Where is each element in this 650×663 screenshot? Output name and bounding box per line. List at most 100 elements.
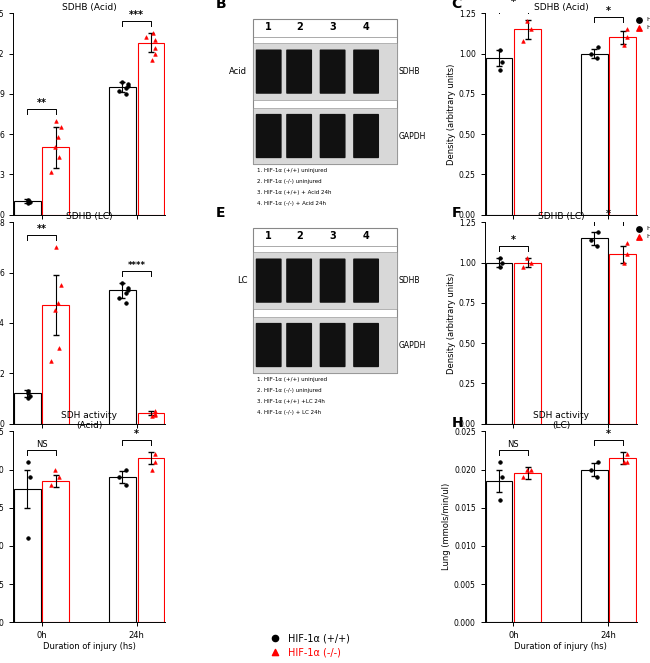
Point — [622, 249, 632, 260]
Text: ****: **** — [127, 261, 146, 270]
Text: NS: NS — [36, 440, 47, 450]
Point — [50, 464, 60, 475]
Text: *: * — [511, 0, 516, 7]
Point — [25, 391, 35, 401]
Point — [23, 388, 34, 398]
Title: SDHB (Acid): SDHB (Acid) — [534, 3, 588, 13]
Point — [497, 56, 507, 67]
X-axis label: Duration of injury (hs): Duration of injury (hs) — [514, 443, 607, 452]
X-axis label: Duration of injury (hs): Duration of injury (hs) — [43, 443, 136, 452]
Point — [622, 457, 632, 467]
Point — [114, 86, 125, 96]
Bar — [14, 393, 40, 424]
Point — [526, 24, 536, 34]
Point — [121, 287, 131, 298]
X-axis label: Duration of injury (hs): Duration of injury (hs) — [43, 642, 136, 651]
Legend: HIF-1α (+/+), HIF-1α (-/-): HIF-1α (+/+), HIF-1α (-/-) — [632, 225, 650, 240]
Text: SDHB: SDHB — [399, 67, 421, 76]
Point — [593, 42, 603, 52]
Point — [622, 238, 632, 249]
Point — [121, 83, 131, 93]
Point — [46, 166, 56, 177]
Point — [586, 48, 597, 59]
Legend: HIF-1α (+/+), HIF-1α (-/-): HIF-1α (+/+), HIF-1α (-/-) — [632, 17, 650, 31]
Point — [517, 35, 528, 46]
Point — [150, 48, 161, 59]
Text: 4. HIF-1α (-/-) + Acid 24h: 4. HIF-1α (-/-) + Acid 24h — [257, 202, 326, 206]
Point — [147, 411, 157, 422]
Bar — [514, 29, 541, 215]
Point — [122, 285, 133, 296]
Bar — [610, 37, 636, 215]
Point — [56, 280, 66, 290]
Point — [23, 385, 33, 396]
Text: 3: 3 — [330, 231, 336, 241]
Point — [526, 257, 536, 268]
Title: SDHB (LC): SDHB (LC) — [538, 212, 584, 221]
Text: 3: 3 — [330, 23, 336, 32]
Bar — [486, 58, 512, 215]
Bar — [610, 458, 636, 623]
Text: H: H — [451, 416, 463, 430]
Point — [150, 34, 160, 45]
Point — [23, 393, 33, 404]
Bar — [138, 458, 164, 623]
Text: 2: 2 — [296, 23, 302, 32]
Text: ***: *** — [129, 11, 144, 21]
Text: SDHB: SDHB — [399, 276, 421, 285]
Point — [150, 457, 161, 467]
FancyBboxPatch shape — [353, 50, 379, 93]
Point — [25, 472, 35, 483]
Y-axis label: Lung (mmols/min/ul): Lung (mmols/min/ul) — [442, 483, 451, 570]
Bar — [109, 290, 136, 424]
Text: 1: 1 — [265, 231, 272, 241]
Text: 1. HIF-1α (+/+) uninjured: 1. HIF-1α (+/+) uninjured — [257, 168, 327, 173]
X-axis label: Duration of injury (hs): Duration of injury (hs) — [43, 234, 136, 243]
Text: LC: LC — [237, 276, 248, 285]
Point — [150, 449, 161, 459]
Point — [23, 196, 34, 206]
Text: 1. HIF-1α (+/+) uninjured: 1. HIF-1α (+/+) uninjured — [257, 377, 327, 383]
Point — [593, 227, 603, 237]
Point — [592, 241, 603, 252]
Point — [123, 79, 133, 90]
Point — [495, 262, 505, 272]
Point — [25, 196, 35, 207]
Point — [522, 16, 532, 27]
FancyBboxPatch shape — [286, 114, 312, 158]
FancyBboxPatch shape — [353, 259, 379, 303]
Point — [593, 457, 603, 467]
Point — [495, 457, 506, 467]
Text: 2. HIF-1α (-/-) uninjured: 2. HIF-1α (-/-) uninjured — [257, 389, 321, 393]
Point — [54, 343, 64, 353]
FancyBboxPatch shape — [286, 259, 312, 303]
Point — [50, 305, 60, 316]
Point — [50, 142, 60, 152]
Text: GAPDH: GAPDH — [399, 341, 426, 349]
FancyBboxPatch shape — [255, 50, 281, 93]
Point — [622, 24, 632, 34]
Bar — [109, 87, 136, 215]
Point — [495, 495, 505, 505]
Point — [619, 457, 629, 467]
Bar — [138, 414, 164, 424]
Bar — [109, 477, 136, 623]
Bar — [42, 305, 69, 424]
Text: *: * — [606, 430, 611, 440]
Text: Acid: Acid — [229, 67, 248, 76]
Point — [120, 298, 131, 308]
Text: 3. HIF-1α (+/+) + Acid 24h: 3. HIF-1α (+/+) + Acid 24h — [257, 190, 331, 196]
Bar — [14, 489, 40, 623]
Point — [619, 40, 629, 51]
Text: 4. HIF-1α (-/-) + LC 24h: 4. HIF-1α (-/-) + LC 24h — [257, 410, 320, 416]
Point — [147, 55, 157, 66]
Point — [23, 195, 33, 206]
Point — [54, 472, 64, 483]
Point — [495, 45, 506, 56]
Point — [148, 28, 159, 38]
Point — [497, 257, 507, 268]
Point — [116, 277, 127, 288]
Bar — [42, 147, 69, 215]
Point — [53, 131, 64, 142]
Bar — [42, 481, 69, 623]
